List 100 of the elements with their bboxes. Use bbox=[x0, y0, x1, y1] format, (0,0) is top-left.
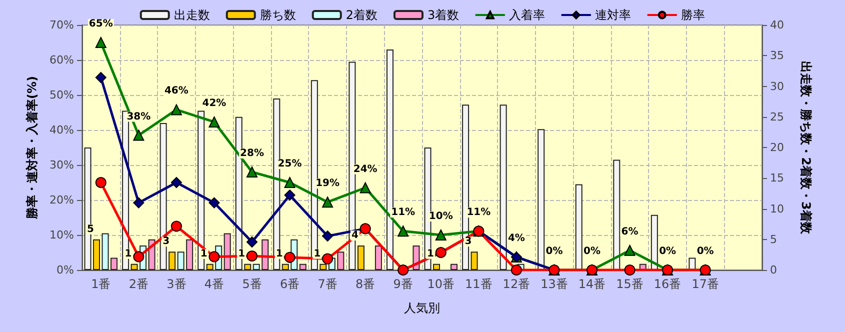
bar bbox=[470, 252, 478, 270]
data-label: 10% bbox=[428, 211, 453, 222]
y2-tick-label: 30 bbox=[770, 80, 784, 93]
y2-tick-label: 35 bbox=[770, 49, 784, 62]
data-label: 28% bbox=[240, 148, 264, 159]
data-label: 19% bbox=[316, 178, 340, 190]
x-tick-label: 10番 bbox=[427, 277, 455, 291]
y2-tick-label: 0 bbox=[770, 264, 777, 276]
y-axis-title: 勝率・連対率・入着率(%) bbox=[25, 76, 39, 220]
data-label: 1 bbox=[124, 248, 132, 260]
x-tick-label: 6番 bbox=[280, 277, 300, 291]
point bbox=[170, 220, 182, 232]
bar bbox=[299, 264, 306, 270]
y-tick-label: 10% bbox=[50, 228, 74, 242]
point bbox=[322, 253, 334, 264]
x-tick-label: 12番 bbox=[502, 277, 530, 291]
x-tick-label: 5番 bbox=[242, 277, 262, 291]
data-label: 0% bbox=[696, 246, 714, 257]
y2-tick-label: 40 bbox=[770, 18, 784, 32]
point bbox=[322, 196, 334, 208]
y-tick-label: 60% bbox=[50, 54, 74, 66]
x-tick-label: 3番 bbox=[166, 277, 186, 291]
data-label: 38% bbox=[126, 111, 151, 122]
point bbox=[246, 166, 258, 178]
bar bbox=[500, 104, 507, 270]
data-label: 4% bbox=[508, 233, 525, 244]
point bbox=[95, 177, 106, 188]
x-tick-label: 11番 bbox=[465, 277, 492, 291]
data-label: 11% bbox=[391, 207, 416, 218]
legend-label: 2着数 bbox=[346, 8, 378, 22]
x-tick-label: 4番 bbox=[204, 277, 224, 291]
point bbox=[284, 177, 296, 188]
data-label: 1 bbox=[276, 248, 283, 260]
data-label: 0% bbox=[546, 246, 563, 257]
bar bbox=[357, 246, 364, 270]
point bbox=[624, 244, 636, 256]
point bbox=[133, 197, 144, 208]
data-label: 0% bbox=[584, 246, 600, 257]
legend-label: 出走数 bbox=[174, 8, 210, 22]
bar bbox=[374, 246, 382, 270]
legend-label: 3着数 bbox=[428, 8, 460, 22]
point bbox=[624, 264, 636, 276]
x-tick-label: 14番 bbox=[578, 277, 606, 291]
y-tick-label: 40% bbox=[50, 124, 74, 136]
data-label: 11% bbox=[466, 207, 491, 218]
data-label: 42% bbox=[202, 98, 226, 109]
point bbox=[398, 226, 409, 237]
y2-tick-label: 25 bbox=[770, 110, 784, 124]
point bbox=[208, 116, 220, 128]
legend-label: 勝ち数 bbox=[260, 8, 296, 22]
data-label: 24% bbox=[353, 164, 378, 175]
x-axis-title: 人気別 bbox=[404, 301, 440, 315]
y2-axis-title: 出走数・勝ち数・2着数・3着数 bbox=[799, 61, 813, 235]
data-label: 1 bbox=[427, 248, 434, 260]
point bbox=[95, 37, 106, 48]
x-tick-label: 15番 bbox=[616, 277, 644, 291]
data-label: 65% bbox=[88, 18, 113, 30]
bar bbox=[386, 50, 394, 270]
data-label: 46% bbox=[164, 86, 188, 97]
legend-label: 入着率 bbox=[509, 8, 546, 22]
point bbox=[246, 250, 258, 262]
bar bbox=[198, 110, 205, 270]
data-label: 0% bbox=[659, 246, 676, 257]
data-label: 25% bbox=[278, 158, 302, 170]
x-tick-label: 9番 bbox=[393, 277, 413, 291]
y-tick-label: 20% bbox=[50, 194, 74, 206]
point bbox=[322, 230, 334, 242]
data-label: 3 bbox=[464, 236, 472, 248]
data-label: 5 bbox=[87, 224, 94, 235]
bar bbox=[688, 258, 696, 270]
point bbox=[133, 130, 144, 141]
y-tick-label: 70% bbox=[50, 18, 74, 32]
point bbox=[510, 264, 522, 276]
data-label: 1 bbox=[314, 248, 321, 260]
y2-tick-label: 5 bbox=[770, 232, 777, 246]
point bbox=[284, 252, 296, 263]
x-tick-label: 17番 bbox=[692, 277, 719, 291]
point bbox=[208, 197, 220, 208]
point bbox=[284, 190, 296, 201]
y-tick-label: 50% bbox=[50, 88, 74, 102]
legend-label: 勝率 bbox=[681, 8, 706, 22]
data-label: 4 bbox=[351, 230, 358, 241]
x-tick-label: 2番 bbox=[128, 277, 148, 291]
point bbox=[360, 182, 371, 194]
point bbox=[435, 230, 446, 240]
data-label: 1 bbox=[238, 248, 246, 260]
bar bbox=[224, 233, 231, 270]
bar bbox=[348, 62, 356, 270]
x-tick-label: 16番 bbox=[654, 277, 682, 291]
point bbox=[133, 251, 144, 262]
point bbox=[95, 72, 106, 83]
x-tick-label: 7番 bbox=[318, 277, 338, 291]
bar bbox=[450, 264, 458, 270]
data-label: 1 bbox=[200, 248, 208, 260]
data-label: 6% bbox=[621, 226, 638, 238]
bar bbox=[650, 214, 658, 270]
x-tick-label: 8番 bbox=[356, 277, 376, 291]
y2-tick-label: 20 bbox=[770, 141, 784, 154]
x-tick-label: 13番 bbox=[540, 277, 568, 291]
y2-tick-label: 15 bbox=[770, 172, 784, 185]
